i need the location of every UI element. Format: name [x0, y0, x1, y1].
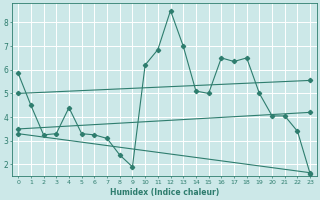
- X-axis label: Humidex (Indice chaleur): Humidex (Indice chaleur): [109, 188, 219, 197]
